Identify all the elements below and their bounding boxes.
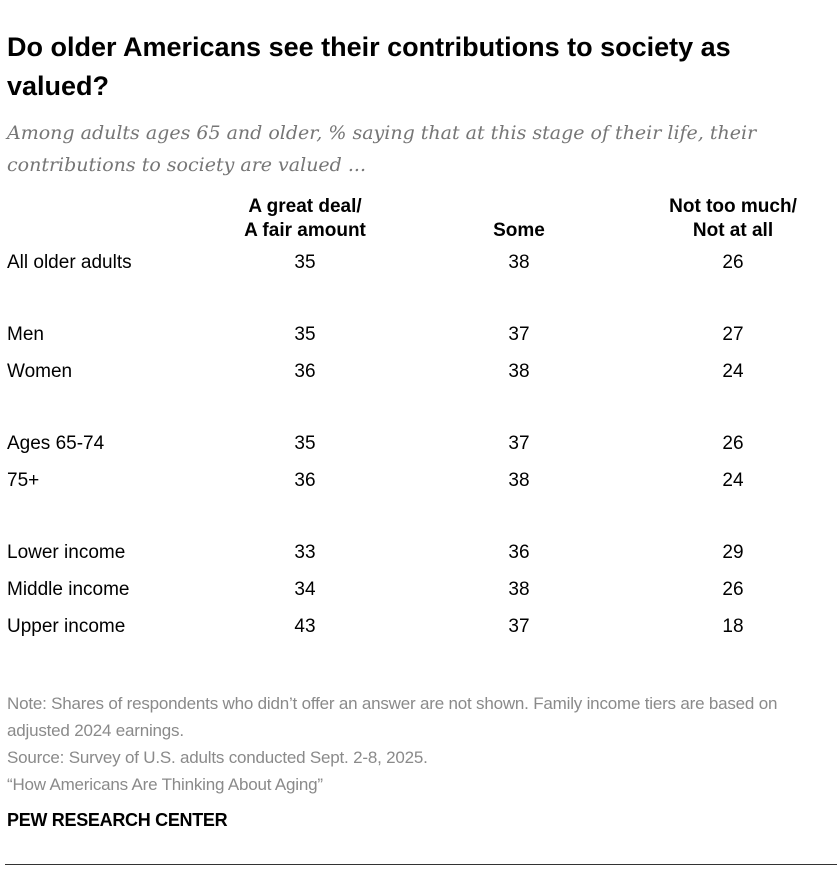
table-row: Lower income 33 36 29 — [0, 538, 840, 575]
cell-value: 36 — [508, 542, 530, 563]
chart-subtitle: Among adults ages 65 and older, % saying… — [7, 122, 757, 176]
cell-value: 34 — [294, 579, 316, 600]
column-header-line: A fair amount — [244, 220, 366, 241]
report-title: “How Americans Are Thinking About Aging” — [7, 775, 323, 794]
cell-value: 29 — [722, 542, 744, 563]
table-row: 75+ 36 38 24 — [0, 466, 840, 503]
cell-value: 38 — [508, 361, 530, 382]
cell-value: 27 — [722, 324, 744, 345]
row-label: Men — [7, 324, 44, 345]
cell-value: 36 — [294, 361, 316, 382]
table-body: All older adults 35 38 26 Men 35 37 27 Women 36 38… — [0, 248, 840, 684]
note-text: Note: Shares of respondents who didn’t o… — [7, 694, 778, 740]
table-row: Men 35 37 27 — [0, 320, 840, 357]
cell-value: 37 — [508, 324, 530, 345]
cell-value: 38 — [508, 470, 530, 491]
row-group: Ages 65-74 35 37 26 75+ 36 38 24 — [0, 429, 840, 503]
cell-value: 35 — [294, 252, 316, 273]
bottom-rule — [5, 864, 837, 865]
source-text: Source: Survey of U.S. adults conducted … — [7, 748, 428, 767]
cell-value: 35 — [294, 324, 316, 345]
row-label: All older adults — [7, 252, 132, 273]
cell-value: 37 — [508, 433, 530, 454]
column-header-line — [409, 195, 629, 219]
cell-value: 33 — [294, 542, 316, 563]
column-header-line: Not at all — [692, 220, 774, 241]
row-label: Women — [7, 361, 73, 382]
cell-value: 37 — [508, 616, 530, 637]
cell-value: 24 — [722, 470, 744, 491]
table-row: Ages 65-74 35 37 26 — [0, 429, 840, 466]
chart-title: Do older Americans see their contributio… — [7, 32, 731, 101]
notes: Note: Shares of respondents who didn’t o… — [7, 690, 837, 798]
cell-value: 24 — [722, 361, 744, 382]
cell-value: 35 — [294, 433, 316, 454]
cell-value: 18 — [722, 616, 744, 637]
table-row: Upper income 43 37 18 — [0, 612, 840, 649]
row-label: Lower income — [7, 542, 126, 563]
row-group: Men 35 37 27 Women 36 38 24 — [0, 320, 840, 394]
cell-value: 38 — [508, 252, 530, 273]
cell-value: 26 — [722, 579, 744, 600]
column-header-line: Not too much/ — [669, 196, 797, 217]
row-label: Upper income — [7, 616, 126, 637]
table-row: All older adults 35 38 26 — [0, 248, 840, 285]
column-header-some: Some — [409, 195, 629, 243]
cell-value: 26 — [722, 433, 744, 454]
pew-logo: PEW RESEARCH CENTER — [7, 810, 228, 830]
row-label: 75+ — [7, 470, 40, 491]
row-label: Middle income — [7, 579, 130, 600]
table-row: Women 36 38 24 — [0, 357, 840, 394]
column-header-line: Some — [493, 220, 545, 241]
row-label: Ages 65-74 — [7, 433, 105, 454]
row-group: All older adults 35 38 26 — [0, 248, 840, 285]
table-row: Middle income 34 38 26 — [0, 575, 840, 612]
column-header-line: A great deal/ — [248, 196, 362, 217]
column-header-not-too-much: Not too much/ Not at all — [623, 195, 840, 243]
row-group: Lower income 33 36 29 Middle income 34 38 26 Upp… — [0, 538, 840, 649]
cell-value: 38 — [508, 579, 530, 600]
column-header-great-deal: A great deal/ A fair amount — [195, 195, 415, 243]
cell-value: 26 — [722, 252, 744, 273]
cell-value: 36 — [294, 470, 316, 491]
cell-value: 43 — [294, 616, 316, 637]
